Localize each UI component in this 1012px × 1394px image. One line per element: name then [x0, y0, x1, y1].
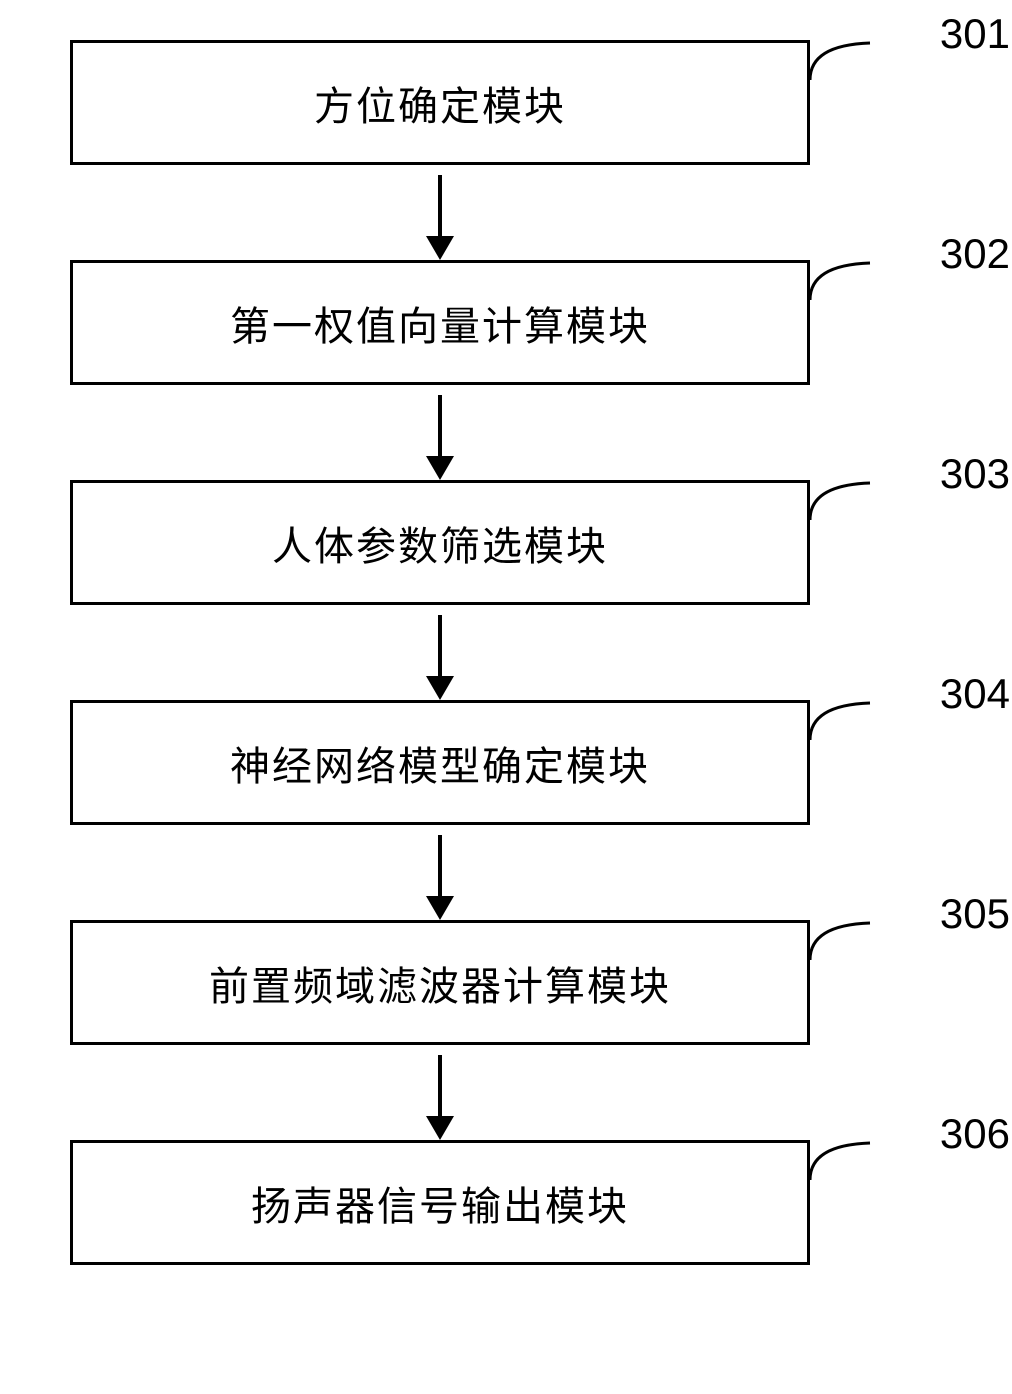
- label-wrapper: 304: [810, 670, 1010, 750]
- module-box-303: 人体参数筛选模块: [70, 480, 810, 605]
- module-text: 前置频域滤波器计算模块: [209, 954, 671, 1012]
- module-row: 扬声器信号输出模块 306: [70, 1140, 940, 1265]
- module-label: 304: [940, 670, 1010, 718]
- module-box-305: 前置频域滤波器计算模块: [70, 920, 810, 1045]
- arrow-down-icon: [70, 1045, 810, 1140]
- label-wrapper: 302: [810, 230, 1010, 310]
- curve-connector-icon: [805, 255, 905, 305]
- module-label: 303: [940, 450, 1010, 498]
- curve-connector-icon: [805, 915, 905, 965]
- curve-connector-icon: [805, 695, 905, 745]
- module-label: 306: [940, 1110, 1010, 1158]
- arrow-down-icon: [70, 605, 810, 700]
- curve-connector-icon: [805, 35, 905, 85]
- module-text: 人体参数筛选模块: [272, 514, 608, 572]
- module-box-302: 第一权值向量计算模块: [70, 260, 810, 385]
- module-text: 第一权值向量计算模块: [230, 294, 650, 352]
- module-text: 扬声器信号输出模块: [251, 1174, 629, 1232]
- label-wrapper: 303: [810, 450, 1010, 530]
- curve-connector-icon: [805, 1135, 905, 1185]
- label-wrapper: 306: [810, 1110, 1010, 1190]
- arrow-down-icon: [70, 385, 810, 480]
- module-row: 前置频域滤波器计算模块 305: [70, 920, 940, 1045]
- module-row: 人体参数筛选模块 303: [70, 480, 940, 605]
- label-wrapper: 301: [810, 10, 1010, 90]
- module-row: 神经网络模型确定模块 304: [70, 700, 940, 825]
- module-label: 301: [940, 10, 1010, 58]
- module-label: 305: [940, 890, 1010, 938]
- arrow-down-icon: [70, 825, 810, 920]
- module-label: 302: [940, 230, 1010, 278]
- module-text: 神经网络模型确定模块: [230, 734, 650, 792]
- flowchart-container: 方位确定模块 301 第一权值向量计算模块 302 人体参数筛选模块: [70, 40, 940, 1265]
- module-box-301: 方位确定模块: [70, 40, 810, 165]
- label-wrapper: 305: [810, 890, 1010, 970]
- module-box-306: 扬声器信号输出模块: [70, 1140, 810, 1265]
- module-row: 第一权值向量计算模块 302: [70, 260, 940, 385]
- arrow-down-icon: [70, 165, 810, 260]
- module-box-304: 神经网络模型确定模块: [70, 700, 810, 825]
- module-row: 方位确定模块 301: [70, 40, 940, 165]
- curve-connector-icon: [805, 475, 905, 525]
- module-text: 方位确定模块: [314, 74, 566, 132]
